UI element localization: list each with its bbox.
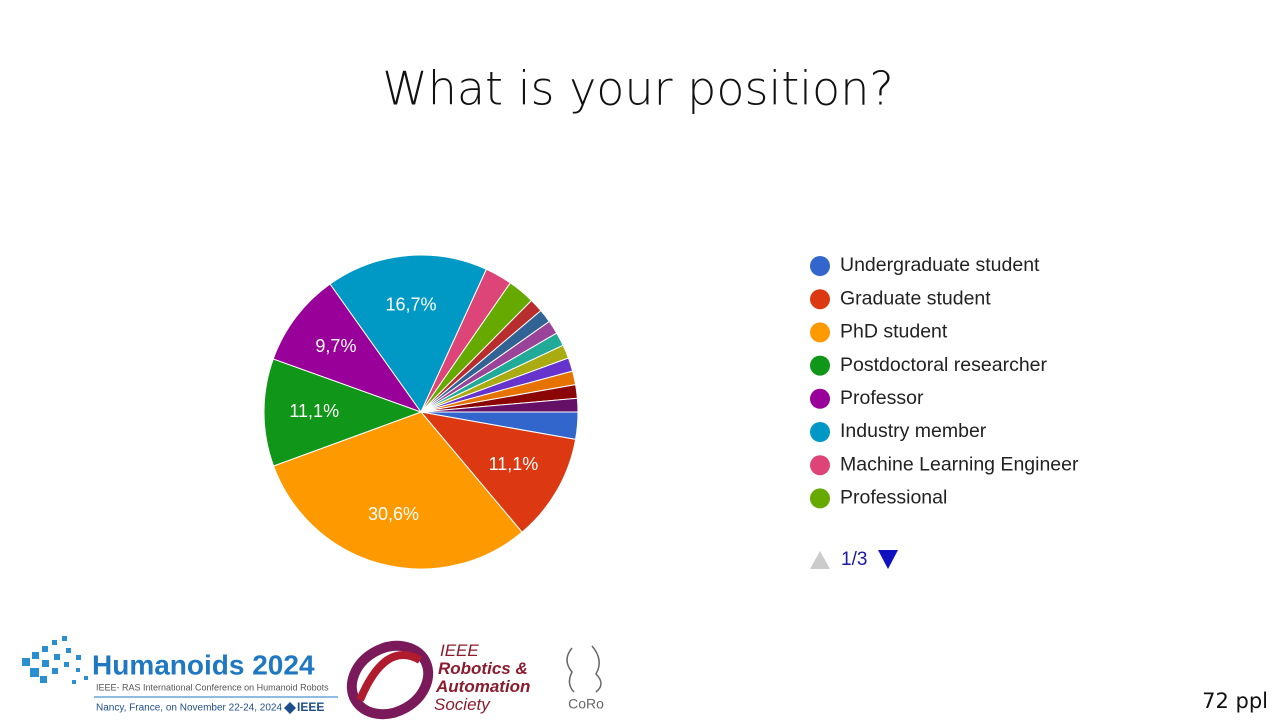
legend-swatch bbox=[810, 256, 830, 276]
legend-swatch bbox=[810, 388, 830, 409]
ras-logo: IEEE Robotics & Automation Society bbox=[346, 640, 535, 720]
legend-swatch bbox=[810, 289, 830, 310]
coro-logo: CoRo bbox=[566, 645, 604, 712]
legend-label: Postdoctoral researcher bbox=[840, 354, 1048, 376]
legend-page: 1/3 bbox=[841, 549, 867, 570]
pie: 11,1% 30,6% 11,1% 9,7% 16,7% bbox=[263, 254, 579, 570]
respondents: 72 ppl bbox=[1202, 689, 1268, 713]
logo-place: Nancy, France, on November 22-24, 2024 bbox=[96, 703, 282, 714]
legend-swatch bbox=[810, 322, 830, 343]
chart-title: What is your position? bbox=[382, 62, 894, 116]
pie-slice bbox=[272, 283, 423, 414]
slice-label: 11,1% bbox=[489, 454, 539, 474]
slice-label: 30,6% bbox=[368, 504, 419, 524]
legend-label: Professional bbox=[840, 487, 947, 509]
pie-slice bbox=[272, 411, 523, 570]
pie-slice bbox=[263, 358, 423, 467]
humanoids-logo: Humanoids 2024 IEEE- RAS International C… bbox=[22, 636, 338, 714]
legend-prev[interactable] bbox=[810, 551, 830, 569]
legend-label: Graduate student bbox=[840, 287, 991, 309]
legend-label: Undergraduate student bbox=[840, 254, 1040, 276]
logo-subtitle: IEEE- RAS International Conference on Hu… bbox=[96, 682, 329, 692]
pie-slice bbox=[419, 411, 577, 533]
coro-text: CoRo bbox=[568, 696, 604, 712]
legend-swatch bbox=[810, 422, 830, 442]
slice-label: 9,7% bbox=[315, 336, 356, 356]
legend-swatch bbox=[810, 488, 830, 509]
logo-title: Humanoids 2024 bbox=[92, 649, 315, 680]
legend-label: Machine Learning Engineer bbox=[840, 453, 1079, 475]
ras-text: IEEE Robotics & Automation Society bbox=[434, 641, 535, 714]
slice-label: 11,1% bbox=[289, 401, 339, 421]
legend-label: Professor bbox=[840, 387, 924, 409]
legend-label: PhD student bbox=[840, 321, 948, 343]
legend: Undergraduate student Graduate student PhD… bbox=[810, 254, 1079, 509]
legend-label: Industry member bbox=[840, 420, 987, 442]
legend-swatch bbox=[810, 455, 830, 476]
pie-slice bbox=[329, 254, 488, 413]
logo-dots bbox=[22, 636, 88, 684]
pie-slice bbox=[420, 397, 579, 413]
legend-next[interactable] bbox=[878, 550, 898, 569]
slice-label: 16,7% bbox=[385, 294, 436, 314]
ieee-logo: IEEE bbox=[297, 700, 324, 714]
legend-swatch bbox=[810, 355, 830, 376]
